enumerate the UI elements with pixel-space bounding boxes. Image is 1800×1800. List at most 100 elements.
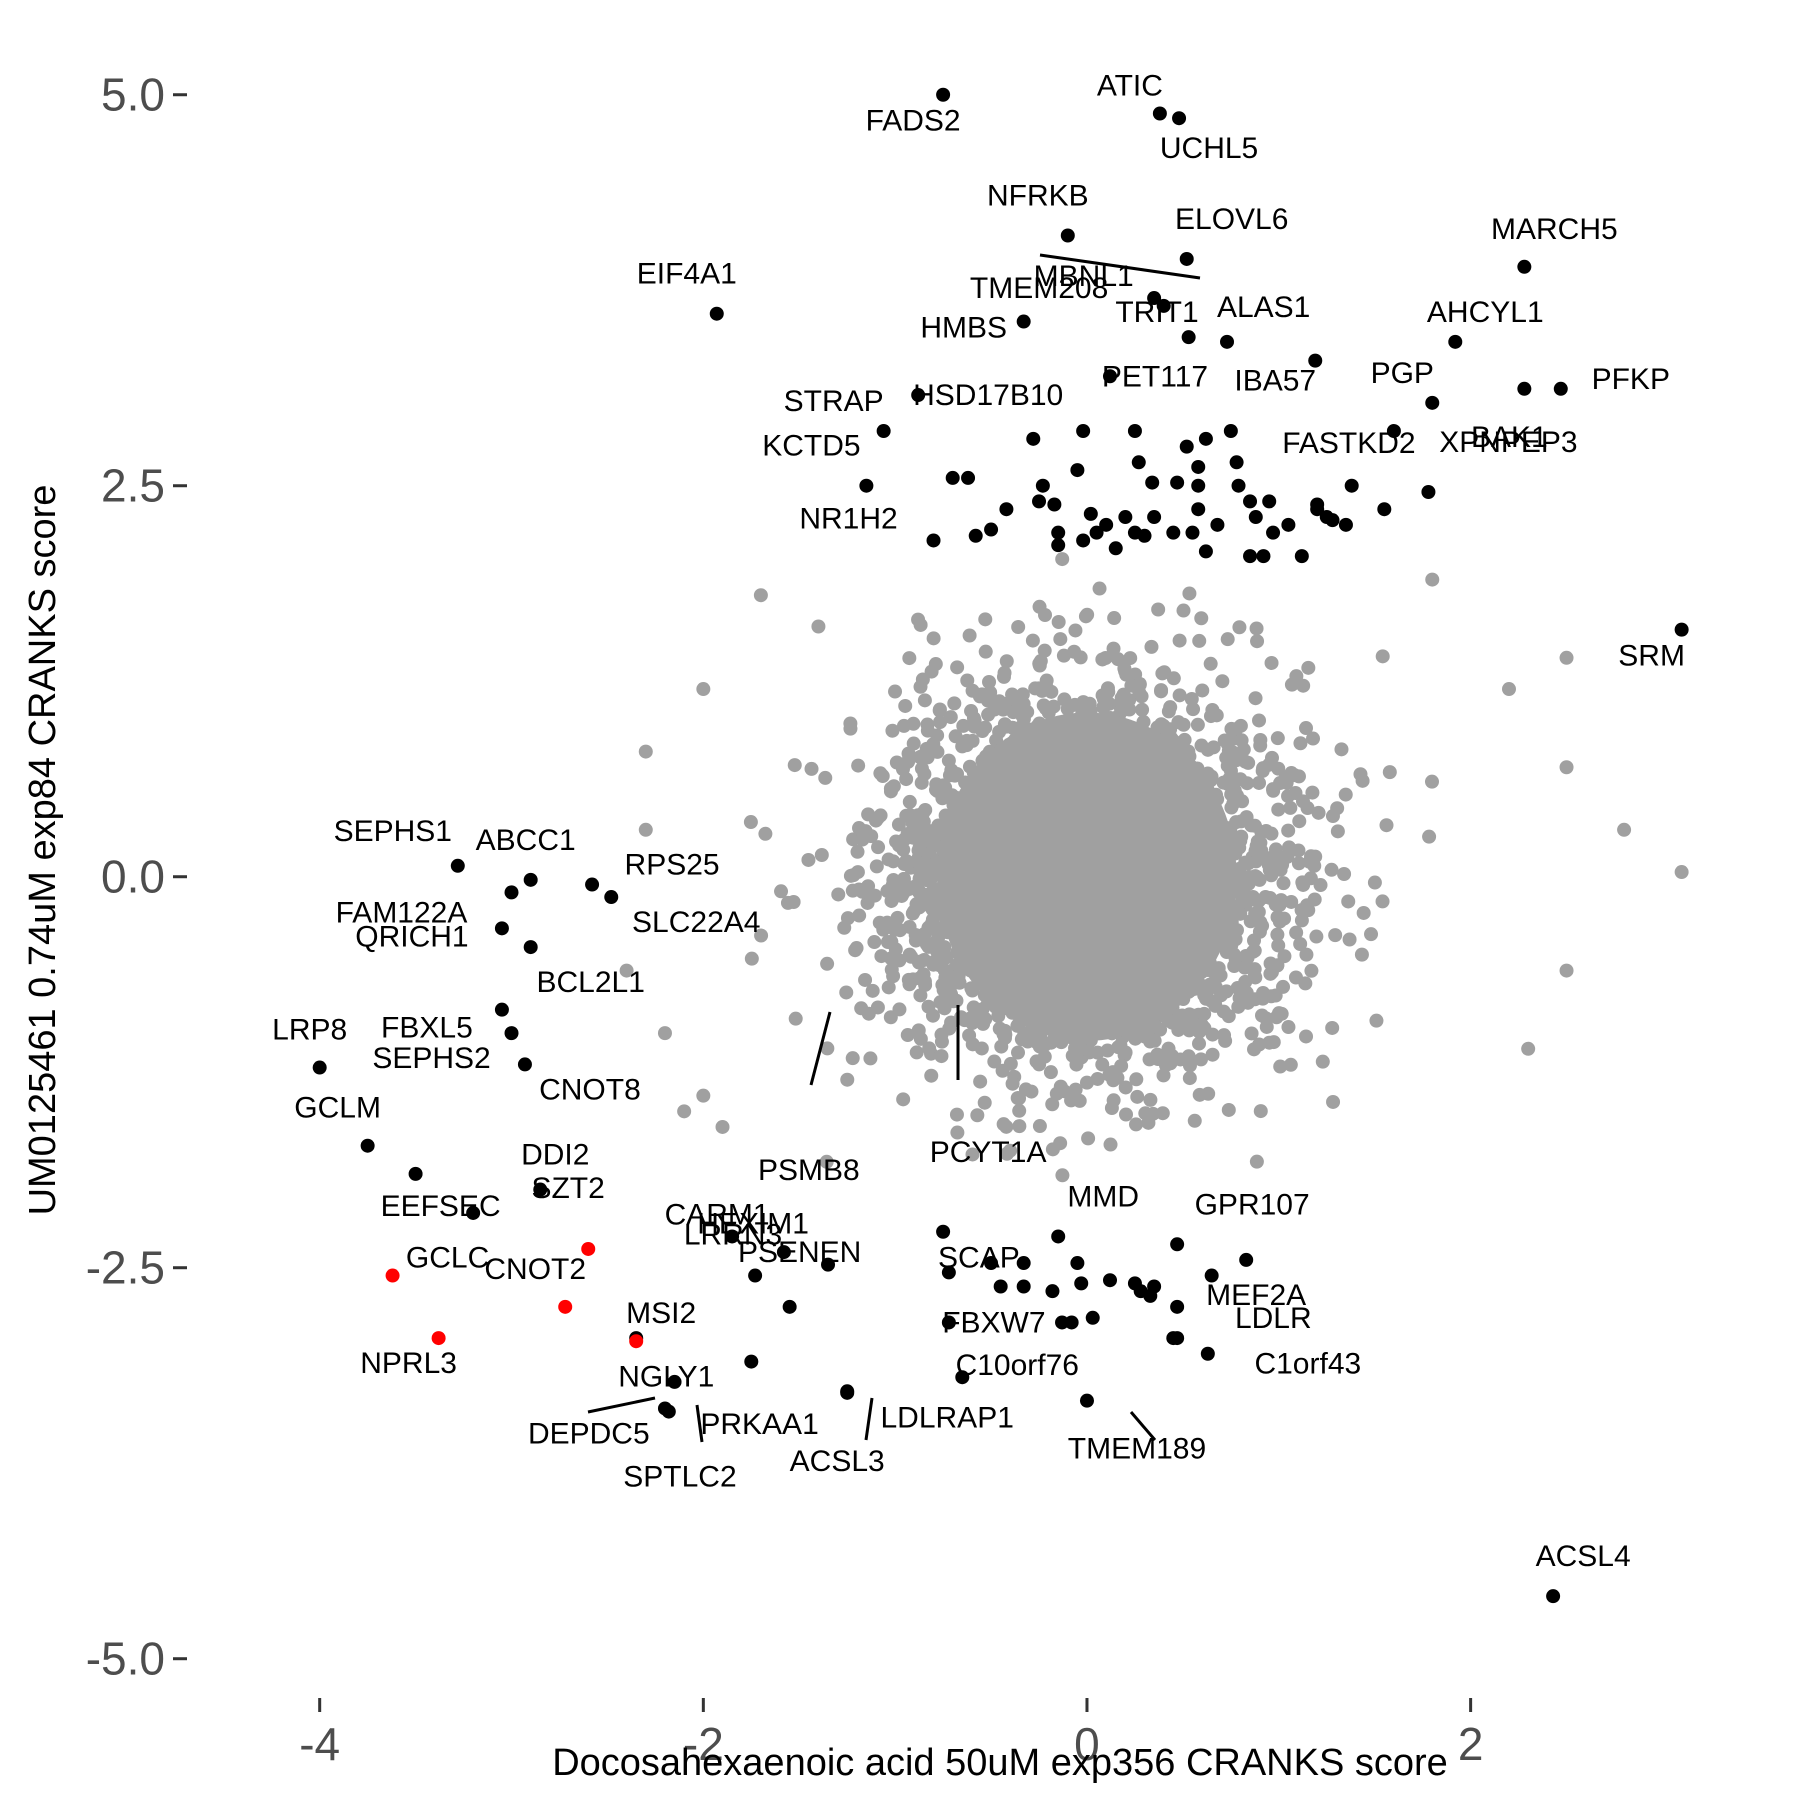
background-point xyxy=(966,1000,981,1015)
point-label: NPRL3 xyxy=(360,1347,457,1380)
data-point xyxy=(1220,334,1235,349)
background-point xyxy=(896,1092,911,1107)
point-label: CARM1 xyxy=(665,1198,770,1231)
background-point xyxy=(932,702,947,717)
point-label: MEF2A xyxy=(1206,1279,1306,1312)
background-point xyxy=(1199,991,1214,1006)
background-point xyxy=(1227,959,1242,974)
background-point xyxy=(934,1034,949,1049)
background-point xyxy=(1068,623,1083,638)
point-label: FAM122A xyxy=(336,896,468,929)
background-point xyxy=(1186,702,1201,717)
background-point xyxy=(1270,927,1285,942)
background-point xyxy=(931,818,946,833)
background-point xyxy=(1056,648,1071,663)
background-point xyxy=(1211,969,1226,984)
background-point xyxy=(1172,688,1187,703)
background-point xyxy=(881,980,896,995)
background-point xyxy=(1342,932,1357,947)
data-point xyxy=(776,1245,791,1260)
background-point xyxy=(1252,924,1267,939)
highlight-point xyxy=(1262,494,1277,509)
background-point xyxy=(924,664,939,679)
background-point xyxy=(1617,822,1632,837)
background-point xyxy=(1224,787,1239,802)
background-point xyxy=(1315,1054,1330,1069)
highlight-point xyxy=(1256,549,1271,564)
background-point xyxy=(960,673,975,688)
background-point xyxy=(1005,1076,1020,1091)
background-point xyxy=(1166,671,1181,686)
data-point xyxy=(709,306,724,321)
highlight-point xyxy=(1191,459,1206,474)
background-point xyxy=(991,1009,1006,1024)
background-point xyxy=(1301,660,1316,675)
background-point xyxy=(1197,1006,1212,1021)
background-point xyxy=(1172,633,1187,648)
background-point xyxy=(867,935,882,950)
background-point xyxy=(917,887,932,902)
background-point xyxy=(1559,650,1574,665)
background-point xyxy=(1250,634,1265,649)
highlight-point xyxy=(1076,533,1091,548)
background-point xyxy=(1216,775,1231,790)
background-point xyxy=(981,707,996,722)
data-point xyxy=(1239,1252,1254,1267)
leader-line xyxy=(587,1396,656,1414)
background-point xyxy=(786,895,801,910)
background-point xyxy=(1143,1092,1158,1107)
background-point xyxy=(1281,789,1296,804)
highlight-point xyxy=(1210,517,1225,532)
background-point xyxy=(1281,823,1296,838)
background-point xyxy=(1057,1084,1072,1099)
background-point xyxy=(965,983,980,998)
background-point xyxy=(1237,960,1252,975)
background-point xyxy=(1124,678,1139,693)
data-point xyxy=(926,533,941,548)
background-point xyxy=(1192,633,1207,648)
background-point xyxy=(852,821,867,836)
background-point xyxy=(1341,894,1356,909)
background-point xyxy=(801,852,816,867)
background-point xyxy=(997,665,1012,680)
background-point xyxy=(1294,913,1309,928)
highlight-point xyxy=(1179,439,1194,454)
background-point xyxy=(1354,947,1369,962)
background-point xyxy=(1161,1041,1176,1056)
point-label: LDLRAP1 xyxy=(880,1401,1013,1434)
background-point xyxy=(1253,738,1268,753)
background-point xyxy=(1032,599,1047,614)
highlight-point xyxy=(1198,544,1213,559)
background-point xyxy=(934,1049,949,1064)
data-point xyxy=(504,885,519,900)
highlight-point xyxy=(1032,494,1047,509)
background-point xyxy=(1205,1047,1220,1062)
background-point xyxy=(845,1051,860,1066)
background-point xyxy=(1192,1087,1207,1102)
point-label: PGP xyxy=(1371,357,1434,390)
data-point xyxy=(859,478,874,493)
point-label: IBA57 xyxy=(1234,365,1316,398)
background-point xyxy=(1283,800,1298,815)
background-point xyxy=(1273,1059,1288,1074)
background-point xyxy=(1229,753,1244,768)
y-axis-title: UM0125461 0.74uM exp84 CRANKS score xyxy=(22,485,64,1216)
background-point xyxy=(912,840,927,855)
x-axis: -4 -2 0 2 xyxy=(299,1698,1483,1770)
data-point xyxy=(725,1229,740,1244)
background-point xyxy=(804,761,819,776)
background-point xyxy=(1130,1089,1145,1104)
point-label: ACSL3 xyxy=(790,1445,885,1478)
data-point xyxy=(941,1265,956,1280)
background-point xyxy=(924,1068,939,1083)
background-point xyxy=(1194,738,1209,753)
background-point xyxy=(1003,1143,1018,1158)
background-point xyxy=(1324,862,1339,877)
background-point xyxy=(1020,1034,1035,1049)
data-point xyxy=(936,87,951,102)
background-point xyxy=(1011,619,1026,634)
background-point xyxy=(677,1104,692,1119)
background-point xyxy=(883,784,898,799)
highlight-point xyxy=(984,522,999,537)
